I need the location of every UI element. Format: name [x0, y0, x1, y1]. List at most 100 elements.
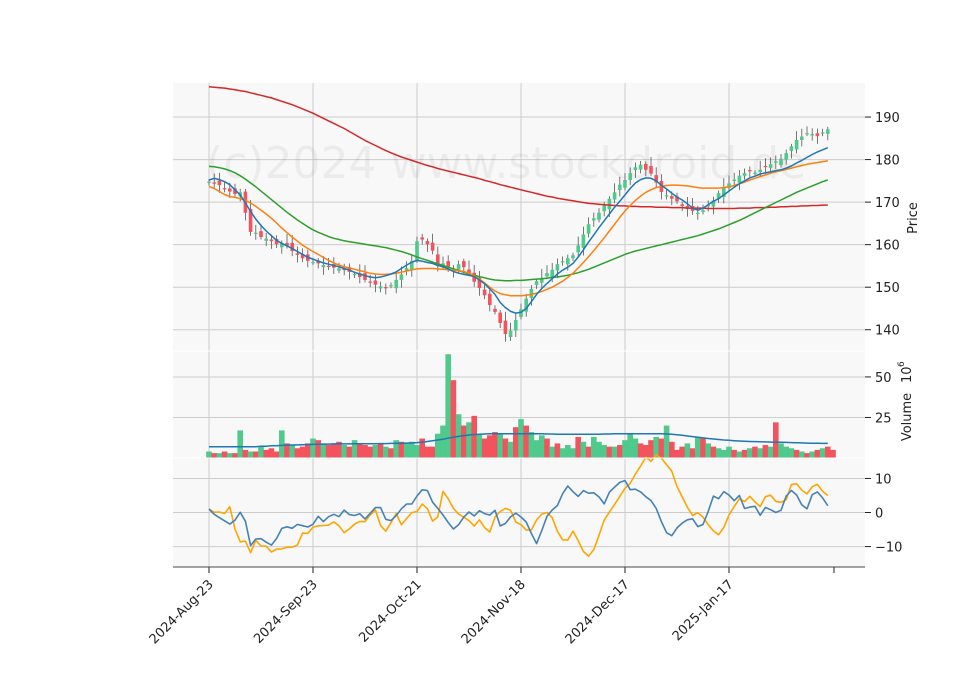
candle-body [290, 242, 294, 252]
candle-body [441, 263, 445, 266]
candle-body [508, 330, 513, 338]
candle-body [274, 238, 279, 245]
volume-bar [310, 438, 316, 458]
candle-body [758, 169, 762, 172]
volume-bar [679, 446, 685, 458]
volume-bar [580, 441, 587, 458]
candle-body [280, 242, 284, 248]
candle-body [592, 218, 596, 221]
volume-bar [466, 422, 472, 458]
volume-bar [814, 449, 821, 458]
volume-tick-label: 50 [875, 371, 892, 386]
candle-body [680, 204, 684, 206]
candle-body [706, 205, 710, 207]
volume-bar [741, 449, 748, 458]
volume-bar [346, 446, 353, 458]
volume-bar [601, 445, 607, 458]
volume-bar [830, 449, 836, 458]
candle-body [222, 188, 227, 190]
volume-bar [575, 436, 581, 458]
candle-body [456, 264, 461, 270]
macd-tick-label: 0 [875, 507, 883, 522]
candle-body [363, 273, 367, 280]
candle-body [696, 212, 700, 214]
candle-body [519, 309, 523, 317]
volume-bar [247, 451, 254, 458]
candle-body [259, 231, 263, 237]
volume-bar [476, 433, 483, 458]
candle-body [826, 129, 830, 134]
candle-body [576, 245, 580, 253]
volume-bar [783, 446, 789, 458]
volume-bar [351, 440, 358, 458]
candle-body [368, 281, 372, 283]
candle-body [732, 179, 736, 182]
candle-body [410, 261, 414, 271]
candle-body [701, 210, 705, 212]
volume-bar [513, 427, 519, 458]
volume-panel [206, 354, 836, 458]
volume-bar [461, 425, 467, 458]
volume-unit-exponent: 6 [897, 361, 907, 367]
x-tick-label: 2024-Nov-18 [459, 577, 529, 647]
volume-bar [819, 448, 826, 458]
volume-bar [414, 445, 420, 458]
candle-body [399, 274, 404, 280]
candle-body [566, 258, 570, 265]
volume-bar [232, 453, 238, 458]
volume-bar [793, 449, 800, 458]
volume-bar [398, 441, 405, 458]
volume-bar [549, 446, 555, 458]
volume-bar [487, 435, 493, 458]
candle-body [389, 285, 393, 287]
volume-bar [237, 430, 243, 458]
volume-bar [221, 451, 228, 458]
volume-bar [533, 440, 540, 458]
candle-body [581, 234, 586, 248]
candle-body [722, 187, 726, 198]
candle-body [597, 212, 601, 220]
candle-body [711, 200, 716, 207]
candle-body [462, 261, 466, 268]
candle-body [477, 277, 482, 289]
volume-bar [689, 448, 696, 458]
volume-bar [773, 422, 779, 458]
volume-bar [377, 443, 384, 458]
volume-bar [778, 443, 784, 458]
candle-body [311, 262, 315, 264]
candle-body [436, 254, 440, 266]
volume-bar [684, 443, 691, 458]
volume-bar [637, 443, 644, 458]
candle-body [560, 261, 565, 263]
candle-body [300, 254, 305, 259]
volume-bar [383, 446, 389, 458]
volume-bar [331, 443, 337, 458]
candle-body [654, 175, 658, 183]
volume-bar [211, 453, 217, 458]
volume-bar [747, 448, 753, 458]
ma-slow-line [208, 165, 829, 282]
price-axis-title: Price [906, 202, 921, 234]
volume-bar [523, 425, 529, 458]
volume-bar [216, 453, 223, 458]
candle-body [342, 268, 346, 271]
macd-tick-label: −10 [875, 541, 902, 556]
volume-bar [445, 354, 451, 458]
volume-bar [669, 441, 675, 458]
candle-body [815, 133, 820, 137]
volume-bar [663, 425, 670, 458]
volume-bar [715, 448, 722, 458]
volume-axis-label: Volume [900, 393, 915, 441]
candle-body [233, 188, 237, 195]
volume-tick-label: 25 [875, 411, 892, 426]
candle-body [550, 269, 554, 277]
volume-bar [403, 443, 410, 458]
volume-bar [367, 446, 373, 458]
volume-bar [658, 438, 665, 458]
volume-bar [643, 445, 649, 458]
volume-bar [721, 449, 727, 458]
price-tick-label: 150 [875, 281, 900, 296]
volume-bar [362, 445, 368, 458]
candle-body [326, 265, 331, 268]
